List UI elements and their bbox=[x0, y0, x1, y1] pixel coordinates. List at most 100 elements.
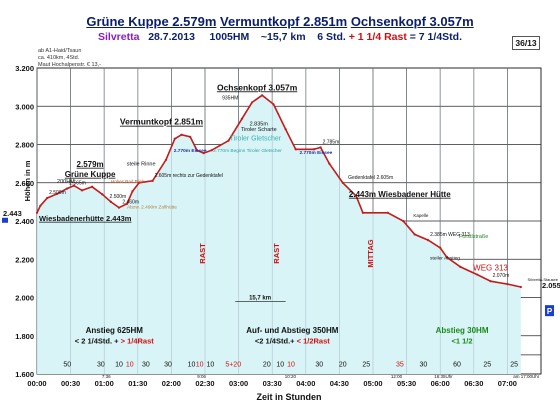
phase-duration: < 2 1/4Std. + > 1/4Rast bbox=[75, 336, 155, 345]
lake-label: 2.770m Eissee bbox=[299, 150, 332, 156]
profile-point bbox=[210, 149, 213, 152]
time-label: 12:00 bbox=[391, 374, 403, 379]
profile-point bbox=[427, 239, 430, 242]
lake-label: 2.770m Eissee bbox=[174, 148, 207, 154]
profile-point bbox=[445, 256, 449, 259]
profile-point bbox=[180, 133, 183, 136]
route-note: Tiroler Scharte bbox=[241, 127, 277, 133]
ascent-note: 200HM bbox=[57, 179, 75, 185]
profile-point bbox=[72, 184, 76, 187]
point-label: 2.785m bbox=[323, 139, 340, 145]
segment-minutes: 35 bbox=[396, 361, 404, 368]
summit-label: 2.443m Wiesbadener Hütte bbox=[349, 190, 451, 199]
time-label: am 17:00Uhr bbox=[513, 374, 540, 379]
profile-point bbox=[227, 139, 230, 142]
subtitle-region: Silvretta bbox=[98, 31, 140, 43]
segment-minutes: 10 bbox=[276, 361, 284, 368]
subtitle-rast: + 1 1/4 Rast bbox=[348, 31, 407, 43]
profile-point bbox=[35, 211, 39, 214]
profile-point bbox=[294, 148, 297, 151]
segment-minutes: 10 bbox=[115, 361, 123, 368]
segment-minutes: 25 bbox=[362, 361, 370, 368]
profile-point bbox=[131, 190, 134, 193]
profile-point bbox=[173, 137, 176, 140]
route-note: Abzw. 2.490m Zollhütte bbox=[127, 205, 177, 211]
area-layer bbox=[35, 68, 522, 375]
start-elevation-label: 2.443 bbox=[3, 209, 22, 218]
profile-point bbox=[312, 148, 315, 151]
phase-title: Auf- und Abstieg 350HM bbox=[246, 326, 338, 335]
phase-title: Abstieg 30HM bbox=[436, 326, 489, 335]
title-part-1: Grüne Kuppe 2.579m bbox=[86, 14, 217, 29]
y-tick-label: 1.800 bbox=[15, 332, 34, 341]
x-tick-label: 02:30 bbox=[195, 379, 214, 388]
axis-layer: 1.600 1.800 2.000 2.200 2.400 2.600 2.800 3.000… bbox=[15, 64, 517, 402]
profile-point bbox=[91, 185, 94, 188]
hut-label: Wiesbadenerhütte 2.443m bbox=[39, 214, 132, 223]
info-line: Maut Hochalpenstr. € 13,- bbox=[38, 62, 101, 68]
y-tick-label: 3.200 bbox=[15, 64, 34, 73]
profile-point bbox=[413, 233, 416, 236]
segment-minutes: 10 bbox=[206, 361, 214, 368]
page-number-badge: 36/13 bbox=[512, 36, 540, 50]
summit-label: Vermuntkopf 2.851m bbox=[120, 117, 204, 127]
segment-minutes: 30 bbox=[420, 361, 428, 368]
subtitle-total: = 7 1/4Std. bbox=[409, 31, 462, 43]
x-tick-label: 00:30 bbox=[61, 379, 80, 388]
rast-marker: MITTAG bbox=[366, 239, 375, 267]
profile-point bbox=[45, 196, 49, 200]
profile-point bbox=[117, 206, 121, 209]
chart-subtitle: Silvretta 28.7.2013 1005HM ~15,7 km 6 St… bbox=[0, 31, 560, 43]
subtitle-date: 28.7.2013 bbox=[148, 31, 195, 43]
profile-point bbox=[341, 181, 344, 184]
glacier-note: 2.770m Beginn Tiroler Gletscher bbox=[213, 148, 282, 154]
info-line: ca. 410km, 4Std. bbox=[38, 55, 80, 61]
point-label: WEG 313 bbox=[473, 264, 508, 273]
x-tick-label: 06:00 bbox=[431, 379, 450, 388]
rast-marker: RAST bbox=[198, 243, 207, 264]
x-tick-label: 04:30 bbox=[330, 379, 349, 388]
point-label: 2.565m bbox=[69, 180, 86, 186]
point-label: 2.605m rechts zur Gedenktafel bbox=[155, 173, 223, 179]
start-marker bbox=[2, 217, 8, 223]
elevation-area bbox=[37, 95, 521, 375]
point-label: 2.385m WEG 313 bbox=[430, 232, 470, 238]
y-tick-label: 2.000 bbox=[15, 294, 34, 303]
profile-point bbox=[151, 179, 154, 182]
phase-duration: <2 1/4Std.+ < 1/2Rast bbox=[255, 336, 330, 345]
profile-point bbox=[56, 192, 59, 195]
title-part-2: Vermuntkopf 2.851m bbox=[220, 14, 348, 29]
profile-point bbox=[164, 158, 168, 161]
profile-point bbox=[489, 280, 492, 283]
end-elevation-label: 2.055 bbox=[542, 281, 560, 290]
y-tick-label: 2.600 bbox=[15, 179, 34, 188]
title-part-3: Ochsenkopf 3.057m bbox=[350, 14, 474, 29]
info-box: ab A1-Haid/Tsaun ca. 410km, 4Std. Maut H… bbox=[38, 48, 114, 69]
profile-point bbox=[386, 211, 389, 214]
profile-point bbox=[250, 101, 254, 104]
rast-marker: RAST bbox=[272, 243, 281, 264]
summit-sub-label: 935HM bbox=[222, 95, 238, 101]
y-tick-label: 2.400 bbox=[15, 217, 34, 226]
route-note: Hohes Rad Blick bbox=[111, 179, 145, 184]
x-axis-title: Zeit in Stunden bbox=[257, 392, 322, 402]
info-line: ab A1-Haid/Tsaun bbox=[38, 48, 82, 54]
subtitle-hours: 6 Std. bbox=[317, 31, 346, 43]
y-tick-label: 3.000 bbox=[15, 102, 34, 111]
segment-minutes: 30 bbox=[315, 361, 323, 368]
profile-point bbox=[519, 285, 522, 289]
phase-title: Anstieg 625HM bbox=[86, 326, 144, 335]
profile-point bbox=[80, 189, 84, 192]
profile-point bbox=[66, 187, 69, 190]
profile-point bbox=[328, 162, 331, 165]
x-tick-label: 06:30 bbox=[464, 379, 483, 388]
profile-point bbox=[189, 135, 192, 138]
x-tick-label: 05:30 bbox=[397, 379, 416, 388]
segment-minutes: 10 bbox=[287, 361, 295, 368]
subtitle-km: ~15,7 km bbox=[260, 31, 306, 43]
profile-point bbox=[476, 273, 479, 276]
point-label: 2.460m bbox=[122, 200, 139, 206]
time-label: 10:20 bbox=[285, 374, 297, 379]
